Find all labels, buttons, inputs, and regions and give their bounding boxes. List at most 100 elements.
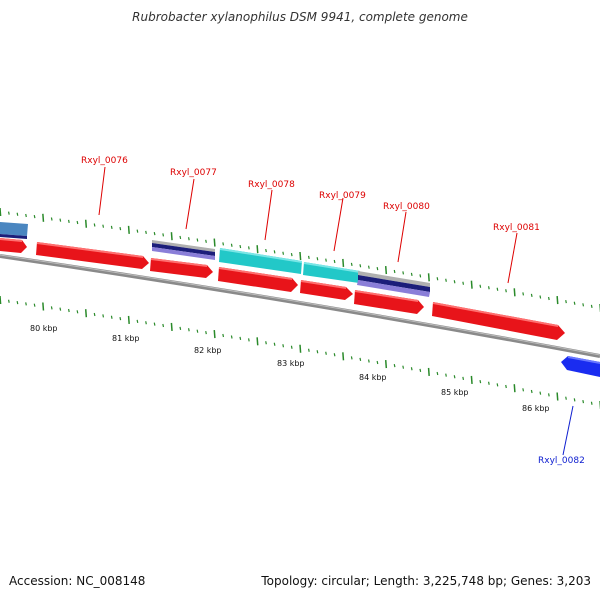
genome-title: Rubrobacter xylanophilus DSM 9941, compl… — [132, 10, 468, 24]
tick-mark — [33, 215, 36, 219]
tick-mark — [127, 225, 130, 234]
cds-arrow-d[interactable] — [300, 280, 353, 300]
tick-mark — [239, 244, 242, 249]
tick-mark — [402, 271, 405, 275]
tick-mark — [410, 272, 413, 276]
tick-mark — [470, 280, 473, 289]
cds-arrow-b[interactable] — [150, 258, 213, 278]
tick-mark — [187, 328, 190, 332]
tick-mark — [419, 274, 422, 278]
genome-summary-text: Topology: circular; Length: 3,225,748 bp… — [261, 574, 591, 588]
cds-arrow-c[interactable] — [218, 267, 298, 292]
tick-mark — [590, 401, 593, 405]
tick-mark — [84, 219, 88, 228]
tick-row-upper — [0, 207, 600, 313]
tick-mark — [513, 384, 516, 393]
gene-label-rxyl-0081[interactable]: Rxyl_0081 — [493, 223, 540, 233]
genome-backbone — [0, 254, 600, 358]
feature-rxyl-0077[interactable] — [152, 240, 215, 260]
scale-label-80kbp: 80 kbp — [30, 324, 58, 333]
gene-label-rxyl-0078[interactable]: Rxyl_0078 — [248, 180, 295, 190]
cds-arrow-rxyl-0081[interactable] — [432, 302, 565, 340]
tick-mark — [119, 227, 122, 231]
gene-labels: Rxyl_0076 Rxyl_0077 Rxyl_0078 Rxyl_0079 … — [81, 156, 585, 466]
tick-mark — [273, 250, 276, 254]
tick-mark — [402, 365, 405, 369]
tick-mark — [59, 218, 62, 222]
tick-mark — [205, 239, 207, 243]
tick-mark — [522, 292, 525, 296]
tick-mark — [470, 375, 473, 385]
tick-mark — [67, 219, 70, 223]
cds-arrow-e[interactable] — [354, 290, 424, 314]
tick-mark — [530, 293, 533, 298]
tick-mark — [419, 368, 422, 372]
feature-rxyl-0078[interactable] — [219, 248, 302, 274]
tick-mark — [487, 381, 490, 385]
scale-label-82kbp: 82 kbp — [194, 346, 222, 355]
feature-row-forward — [0, 238, 565, 340]
tick-mark — [445, 373, 447, 377]
cds-arrow-rxyl-0082[interactable] — [561, 356, 600, 377]
tick-mark — [316, 350, 319, 354]
tick-mark — [213, 330, 216, 339]
tick-mark — [582, 399, 585, 404]
tick-mark — [342, 258, 345, 267]
tick-mark — [119, 316, 122, 321]
tick-mark — [153, 232, 156, 236]
tick-mark — [496, 383, 499, 387]
gene-label-rxyl-0080[interactable]: Rxyl_0080 — [383, 202, 430, 212]
tick-mark — [7, 299, 10, 303]
tick-mark — [573, 398, 576, 402]
tick-mark — [307, 255, 310, 259]
tick-mark — [136, 319, 139, 323]
tick-mark — [522, 388, 525, 392]
tick-mark — [539, 391, 542, 395]
gene-label-rxyl-0079[interactable]: Rxyl_0079 — [319, 191, 366, 201]
tick-mark — [265, 248, 267, 253]
tick-mark — [42, 213, 45, 222]
tick-mark — [110, 225, 113, 230]
feature-row-upper — [0, 222, 430, 297]
feature-steelblue[interactable] — [0, 222, 28, 236]
tick-mark — [445, 278, 447, 282]
tick-mark — [367, 265, 370, 269]
tick-mark — [436, 277, 439, 281]
tick-mark — [76, 310, 79, 314]
tick-mark — [590, 304, 593, 309]
tick-mark — [25, 213, 27, 218]
scale-label-81kbp: 81 kbp — [112, 334, 140, 343]
feature-rxyl-0080[interactable] — [357, 271, 430, 297]
cds-arrow-left-edge[interactable] — [0, 238, 27, 253]
tick-mark — [170, 322, 173, 331]
gene-label-rxyl-0077[interactable]: Rxyl_0077 — [170, 168, 217, 178]
tick-mark — [290, 253, 293, 257]
scale-label-84kbp: 84 kbp — [359, 373, 387, 382]
tick-mark — [582, 303, 585, 307]
gene-label-rxyl-0076[interactable]: Rxyl_0076 — [81, 156, 128, 166]
tick-mark — [376, 360, 379, 365]
tick-mark — [427, 273, 430, 282]
accession-text: Accession: NC_008148 — [9, 574, 146, 588]
tick-mark — [367, 359, 370, 363]
tick-mark — [547, 296, 550, 301]
tick-mark — [196, 238, 199, 242]
tick-mark — [59, 307, 62, 311]
tick-mark — [565, 396, 567, 400]
tick-mark — [333, 259, 336, 264]
tick-mark — [7, 211, 10, 215]
tick-mark — [25, 302, 27, 306]
tick-mark — [393, 364, 396, 368]
tick-mark — [462, 376, 465, 380]
tick-mark — [170, 232, 173, 241]
feature-rxyl-0079[interactable] — [303, 262, 360, 283]
tick-mark — [453, 280, 456, 284]
tick-mark — [93, 223, 96, 227]
tick-mark — [479, 379, 482, 384]
gene-label-rxyl-0082[interactable]: Rxyl_0082 — [538, 456, 585, 466]
tick-mark — [162, 233, 165, 237]
cds-arrow-rxyl-0076[interactable] — [36, 242, 149, 269]
tick-mark — [162, 323, 165, 328]
tick-mark — [102, 224, 105, 228]
tick-mark — [42, 302, 45, 311]
